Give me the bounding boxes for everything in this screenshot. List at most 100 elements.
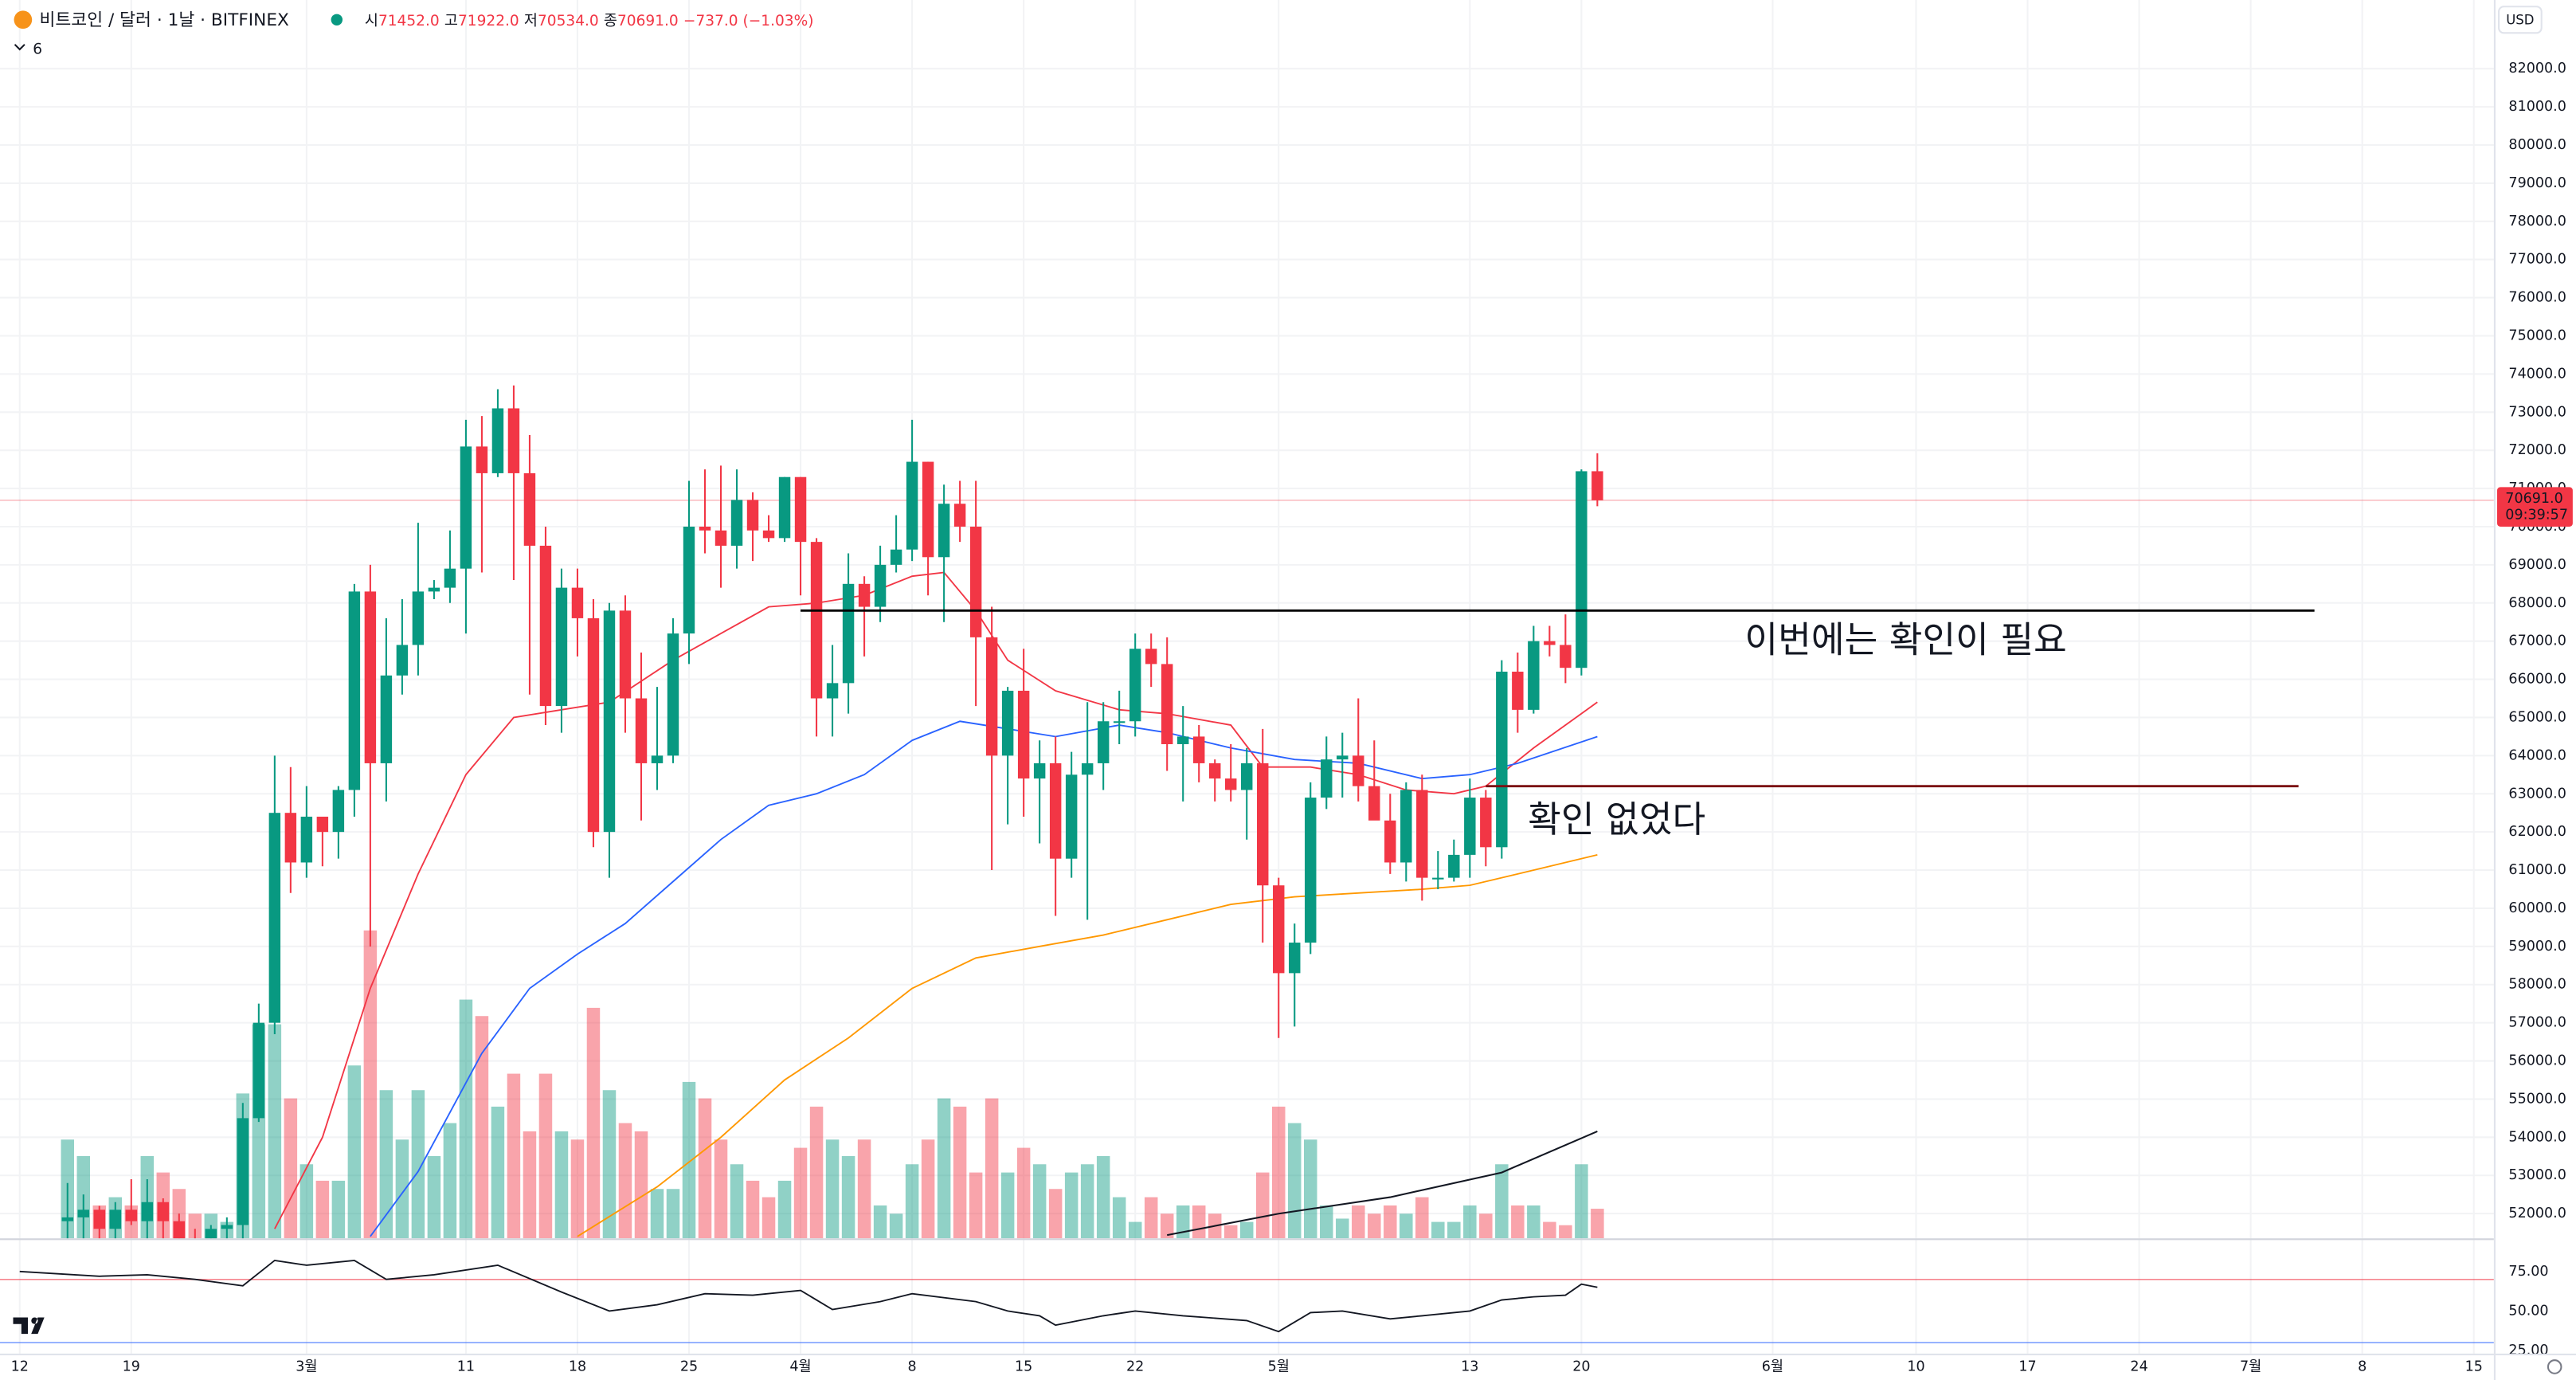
x-tick-label: 4월 — [789, 1358, 811, 1374]
volume-bar — [554, 1131, 569, 1239]
volume-bar — [1368, 1213, 1381, 1239]
indicator-count[interactable]: 6 — [33, 41, 42, 57]
volume-bar — [1096, 1155, 1110, 1239]
candle-body — [587, 617, 600, 833]
ohlc-value: 70534.0 — [538, 12, 599, 29]
candle-body — [539, 545, 552, 707]
candle-body — [635, 698, 648, 763]
x-tick-label: 3월 — [296, 1358, 317, 1374]
candle-body — [1161, 664, 1173, 744]
candle-body — [253, 1022, 265, 1119]
volume-bar — [188, 1213, 202, 1239]
currency[interactable]: USD — [2506, 12, 2534, 27]
y-tick-label: 60000.0 — [2508, 900, 2566, 916]
volume-bar — [825, 1139, 840, 1239]
collapse-arrow[interactable] — [14, 44, 25, 51]
volume-bar — [284, 1098, 298, 1239]
volume-bar — [1160, 1213, 1174, 1239]
settings-icon[interactable] — [2547, 1359, 2562, 1374]
candle-body — [1273, 885, 1285, 974]
logo — [13, 1317, 45, 1335]
ohlc-value: 71922.0 — [458, 12, 519, 29]
candle-body — [412, 591, 425, 645]
x-tick-label: 6월 — [1762, 1358, 1783, 1374]
candle-body — [985, 637, 998, 756]
candle-body — [938, 504, 950, 558]
y-tick-label: 82000.0 — [2508, 61, 2566, 76]
x-tick-label: 22 — [1126, 1358, 1144, 1374]
volume-bar — [1591, 1209, 1604, 1239]
volume-bar — [714, 1139, 728, 1239]
volume-bar — [1400, 1213, 1413, 1239]
candle-body — [667, 633, 679, 756]
volume-bar — [1255, 1172, 1270, 1239]
y-tick-label: 57000.0 — [2508, 1015, 2566, 1031]
symbol-title: 비트코인 / 달러 · 1날 · BITFINEX — [40, 10, 289, 30]
candle-body — [1400, 790, 1412, 863]
candle-body — [396, 645, 409, 676]
annotation: 확인 없었다 — [1528, 798, 1705, 841]
candle-body — [125, 1209, 138, 1221]
candle-body — [1353, 755, 1364, 786]
candle-body — [1192, 736, 1205, 763]
volume-bar — [905, 1164, 919, 1239]
candle-body — [571, 587, 584, 618]
candle-body — [651, 755, 664, 763]
volume-bar — [650, 1189, 664, 1239]
volume-bar — [746, 1180, 760, 1239]
rsi-line — [19, 1259, 1598, 1333]
candle-body — [1544, 641, 1556, 645]
candle-body — [1337, 755, 1349, 760]
candle-body — [1448, 854, 1460, 878]
volume-bar — [1495, 1164, 1509, 1239]
x-tick-label: 25 — [680, 1358, 698, 1374]
volume-bar — [1000, 1172, 1015, 1239]
volume-bar — [889, 1213, 903, 1239]
candle-body — [1528, 641, 1540, 710]
candle-body — [1209, 763, 1221, 779]
x-tick-label: 19 — [123, 1358, 140, 1374]
x-tick-label: 18 — [569, 1358, 586, 1374]
volume-ma — [1167, 1130, 1598, 1237]
currency-box[interactable] — [2498, 6, 2543, 34]
axes: 52000.0 53000.0 54000.0 55000.0 56000.0 57000… — [11, 61, 2573, 1374]
volume-bar — [443, 1123, 457, 1239]
volume-bar — [1176, 1205, 1190, 1239]
volume-bar — [1064, 1172, 1079, 1239]
candle-body — [969, 526, 982, 637]
volume-bar — [1415, 1197, 1429, 1239]
y-tick-label: 56000.0 — [2508, 1053, 2566, 1069]
x-tick-label: 8 — [2358, 1358, 2367, 1374]
volume-bar — [1336, 1218, 1349, 1239]
candle-body — [268, 813, 281, 1023]
volume-bar — [538, 1073, 553, 1239]
volume-bar — [730, 1164, 744, 1239]
volume-bar — [1543, 1221, 1556, 1239]
volume-bar — [1128, 1221, 1142, 1239]
last-price-label: 70691.0 — [2505, 491, 2562, 507]
volume-bar — [475, 1016, 489, 1239]
last-price-box — [2497, 487, 2573, 527]
volume-bar — [427, 1155, 441, 1239]
candle-body — [619, 610, 632, 699]
volume-bar — [1144, 1197, 1158, 1239]
volume-bar — [777, 1180, 792, 1239]
volume-bar — [1304, 1139, 1317, 1239]
candle-body — [1176, 736, 1189, 744]
volume-bar — [841, 1155, 855, 1239]
annotation: 이번에는 확인이 필요 — [1744, 619, 2066, 661]
y-tick-label: 69000.0 — [2508, 557, 2566, 573]
volume-bar — [666, 1189, 680, 1239]
candle-body — [460, 446, 472, 569]
candle-body — [1416, 790, 1428, 878]
candle-body — [1305, 798, 1317, 943]
x-tick-label: 17 — [2018, 1358, 2036, 1374]
y-tick-label: 53000.0 — [2508, 1167, 2566, 1183]
candle-body — [1257, 763, 1269, 886]
ohlc-value: 71452.0 — [378, 12, 440, 29]
rsi-tick-label: 75.00 — [2508, 1264, 2548, 1280]
volume-bar — [1223, 1225, 1238, 1239]
ohlc-label: 저 — [524, 12, 538, 29]
candle-body — [1145, 649, 1157, 665]
